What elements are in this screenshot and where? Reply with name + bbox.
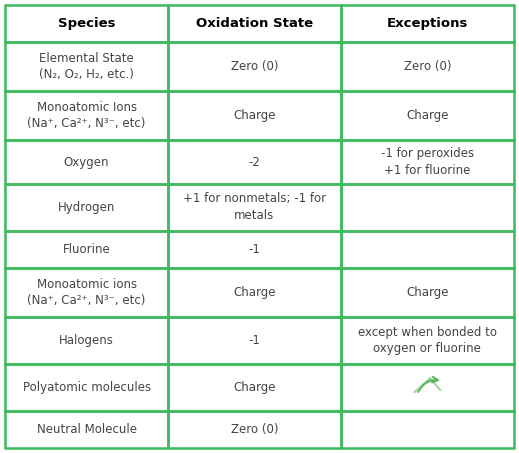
Bar: [5, 5, 168, 42]
Bar: [168, 268, 341, 317]
Text: Charge: Charge: [233, 381, 276, 394]
Bar: [5, 140, 168, 183]
Text: Elemental State
(N₂, O₂, H₂, etc.): Elemental State (N₂, O₂, H₂, etc.): [39, 52, 134, 81]
Bar: [168, 140, 341, 183]
Bar: [341, 5, 514, 42]
Text: Species: Species: [58, 17, 115, 30]
Text: Oxidation State: Oxidation State: [196, 17, 313, 30]
Text: Hydrogen: Hydrogen: [58, 201, 115, 214]
Bar: [341, 364, 514, 411]
Text: Fluorine: Fluorine: [63, 243, 111, 256]
Bar: [168, 42, 341, 91]
Bar: [341, 317, 514, 364]
Text: Zero (0): Zero (0): [230, 60, 278, 73]
Bar: [341, 140, 514, 183]
Text: Zero (0): Zero (0): [404, 60, 451, 73]
Bar: [168, 364, 341, 411]
Text: Charge: Charge: [233, 109, 276, 122]
Bar: [168, 317, 341, 364]
Bar: [341, 411, 514, 448]
Bar: [341, 42, 514, 91]
Bar: [5, 231, 168, 268]
Bar: [5, 42, 168, 91]
Text: Charge: Charge: [406, 286, 448, 299]
Text: -1: -1: [249, 243, 261, 256]
Text: Halogens: Halogens: [59, 334, 114, 347]
Text: Polyatomic molecules: Polyatomic molecules: [22, 381, 151, 394]
Text: -2: -2: [249, 155, 261, 169]
Bar: [5, 364, 168, 411]
Bar: [5, 268, 168, 317]
Text: Neutral Molecule: Neutral Molecule: [36, 423, 136, 436]
Text: except when bonded to
oxygen or fluorine: except when bonded to oxygen or fluorine: [358, 326, 497, 356]
Bar: [341, 91, 514, 140]
Text: Zero (0): Zero (0): [230, 423, 278, 436]
Text: Charge: Charge: [406, 109, 448, 122]
Text: +1 for nonmetals; -1 for
metals: +1 for nonmetals; -1 for metals: [183, 193, 326, 222]
Text: -1 for peroxides
+1 for fluorine: -1 for peroxides +1 for fluorine: [381, 147, 474, 177]
Bar: [5, 411, 168, 448]
Bar: [5, 317, 168, 364]
Text: -1: -1: [249, 334, 261, 347]
Bar: [168, 183, 341, 231]
Bar: [5, 91, 168, 140]
Text: Monoatomic ions
(Na⁺, Ca²⁺, N³⁻, etc): Monoatomic ions (Na⁺, Ca²⁺, N³⁻, etc): [28, 278, 146, 307]
Bar: [168, 91, 341, 140]
Text: Monoatomic Ions
(Na⁺, Ca²⁺, N³⁻, etc): Monoatomic Ions (Na⁺, Ca²⁺, N³⁻, etc): [28, 101, 146, 130]
Bar: [168, 411, 341, 448]
Bar: [168, 231, 341, 268]
Text: Charge: Charge: [233, 286, 276, 299]
Bar: [341, 268, 514, 317]
Bar: [341, 183, 514, 231]
Bar: [5, 183, 168, 231]
Text: Oxygen: Oxygen: [64, 155, 110, 169]
Text: Exceptions: Exceptions: [387, 17, 468, 30]
Bar: [341, 231, 514, 268]
Bar: [168, 5, 341, 42]
